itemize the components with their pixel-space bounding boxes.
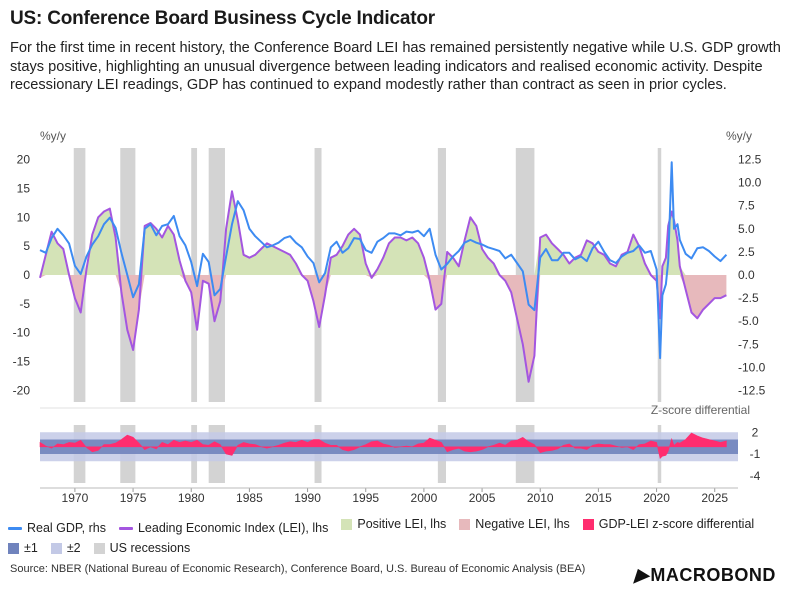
legend-swatch [582,518,594,530]
lhs-tick-label: -15 [13,355,31,369]
legend-swatch [50,542,62,554]
zscore-tick-label: 2 [752,425,759,439]
legend-swatch [341,518,353,530]
legend-swatch [459,518,471,530]
legend-item: ±2 [50,538,81,558]
lhs-tick-label: 0 [23,268,30,282]
x-tick-label: 2010 [527,491,554,505]
legend-swatch [8,526,22,530]
rhs-tick-label: -12.5 [738,383,766,397]
legend-item: Real GDP, rhs [8,518,106,538]
gdp-line [39,161,728,360]
legend-item: US recessions [93,538,191,558]
lhs-unit-label: %y/y [40,129,66,143]
lhs-tick-label: -20 [13,383,31,397]
lhs-tick-label: -5 [19,297,30,311]
legend-label: GDP-LEI z-score differential [598,517,755,531]
legend-item: Leading Economic Index (LEI), lhs [118,518,329,538]
x-tick-label: 2020 [643,491,670,505]
logo-text: MACROBOND [650,565,776,585]
page-title: US: Conference Board Business Cycle Indi… [10,8,435,29]
zscore-area [39,432,727,459]
zscore-tick-label: -1 [750,447,761,461]
legend-item: ±1 [8,538,38,558]
x-tick-label: 1970 [62,491,89,505]
rhs-tick-label: -5.0 [738,314,759,328]
lhs-tick-label: 5 [23,239,30,253]
zscore-tick-label: -4 [750,469,761,483]
source-note: Source: NBER (National Bureau of Economi… [10,563,586,575]
legend-label: Negative LEI, lhs [475,517,570,531]
chart-legend: Real GDP, rhs Leading Economic Index (LEI… [8,514,793,560]
x-tick-label: 1990 [294,491,321,505]
rhs-tick-label: 5.0 [738,222,755,236]
macrobond-logo: ▶MACROBOND [633,565,776,586]
rhs-tick-label: 12.5 [738,153,762,167]
rhs-tick-label: -10.0 [738,360,766,374]
rhs-tick-label: 10.0 [738,176,762,190]
legend-label: Real GDP, rhs [27,521,106,535]
lhs-tick-label: 20 [17,153,31,167]
legend-label: ±1 [24,541,38,555]
rhs-unit-label: %y/y [726,129,752,143]
legend-label: Positive LEI, lhs [357,517,447,531]
rhs-tick-label: 7.5 [738,199,755,213]
x-tick-label: 1985 [236,491,263,505]
x-tick-label: 2000 [411,491,438,505]
legend-swatch [93,542,105,554]
rhs-tick-label: -2.5 [738,291,759,305]
legend-swatch [8,542,19,554]
legend-swatch [118,526,133,530]
x-tick-label: 2025 [701,491,728,505]
zscore-title: Z-score differential [651,403,750,417]
x-tick-label: 2005 [469,491,496,505]
legend-item: Negative LEI, lhs [459,514,570,534]
positive-lei-area [40,191,727,275]
lhs-tick-label: 10 [17,210,31,224]
legend-label: ±2 [66,541,81,555]
lhs-tick-label: -10 [13,326,31,340]
rhs-tick-label: 2.5 [738,245,755,259]
legend-label: US recessions [109,541,191,555]
rhs-tick-label: -7.5 [738,337,759,351]
rhs-tick-label: 0.0 [738,268,755,282]
legend-label: Leading Economic Index (LEI), lhs [137,521,329,535]
x-tick-label: 1975 [120,491,147,505]
negative-lei-area [40,275,727,382]
chart-subtitle: For the first time in recent history, th… [10,40,781,93]
legend-item: GDP-LEI z-score differential [582,514,755,534]
main-panel: 20 15 10 5 0 -5 -10 -15 -20 12.5 10.0 7.5 5.0 2.5 0.0 -… [13,129,766,409]
x-tick-label: 1995 [352,491,379,505]
x-tick-label: 1980 [178,491,205,505]
lei-line [39,190,727,383]
legend-item: Positive LEI, lhs [341,514,446,534]
x-tick-label: 2015 [585,491,612,505]
lhs-tick-label: 15 [17,181,31,195]
